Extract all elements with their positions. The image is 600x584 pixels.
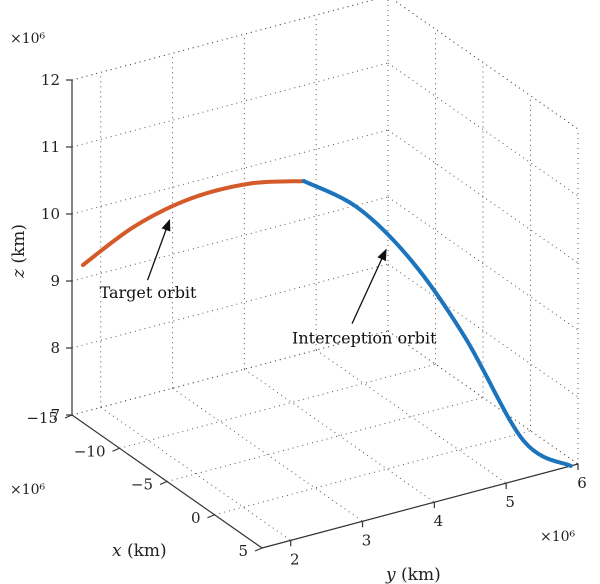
gridline-y-floor — [100, 406, 292, 541]
gridline-z-side — [387, 196, 579, 331]
series-line-target-orbit — [81, 179, 306, 267]
y-axis-line — [261, 463, 579, 549]
x-tick-label: 5 — [238, 542, 248, 560]
y-tick-label: 4 — [434, 512, 444, 530]
x-tick-mark — [159, 480, 168, 486]
gridline-x-floor — [119, 363, 436, 449]
gridline-z-side — [387, 62, 579, 197]
x-tick-mark — [112, 447, 120, 452]
z-axis-label-var: z — [9, 268, 29, 279]
x-tick-label: −10 — [74, 442, 106, 460]
x-axis-label: x (km) — [112, 541, 167, 561]
x-tick-label: −15 — [26, 409, 58, 427]
y-tick-label: 2 — [290, 550, 300, 568]
z-tick-label: 10 — [41, 205, 60, 223]
axes — [64, 79, 579, 552]
annotation-label: Target orbit — [100, 283, 197, 302]
annotations: Target orbit Interception orbit — [100, 219, 437, 348]
x-tick-label: 0 — [191, 509, 201, 527]
y-tick-label: 3 — [362, 531, 372, 549]
x-tick-mark — [207, 514, 215, 519]
y-tick-label: 6 — [577, 474, 587, 492]
y-axis-scale-label: ×10⁶ — [540, 529, 576, 545]
z-tick-label: 12 — [41, 71, 60, 89]
x-tick-label: −5 — [131, 476, 153, 494]
annotation-arrow — [146, 219, 171, 281]
y-axis-label-unit: (km) — [396, 565, 441, 584]
grid — [71, 0, 579, 549]
y-tick-label: 5 — [505, 493, 515, 511]
gridline-z-back — [71, 0, 375, 81]
z-axis-scale-label: ×10⁶ — [10, 31, 46, 47]
z-tick-label: 8 — [50, 339, 60, 357]
z-tick-label: 9 — [50, 272, 60, 290]
x-axis-label-unit: (km) — [122, 541, 167, 561]
x-tick-mark — [64, 414, 73, 419]
gridline-y-floor — [172, 387, 363, 522]
z-tick-label: 11 — [41, 138, 60, 156]
annotation-label: Interception orbit — [292, 329, 437, 348]
z-tick-label: 7 — [50, 406, 60, 424]
gridline-x-floor — [166, 397, 484, 482]
gridline-z-side — [392, 0, 579, 130]
gridline-y-floor — [315, 349, 507, 484]
y-axis-label-var: y — [385, 565, 396, 584]
annotation-arrow — [351, 248, 387, 324]
z-axis-label: z (km) — [9, 224, 29, 279]
y-axis-label: y (km) — [385, 565, 441, 584]
gridline-z-side — [387, 263, 579, 398]
box-edge-top-back — [71, 0, 375, 81]
x-axis-label-var: x — [112, 541, 122, 561]
x-tick-mark — [254, 547, 263, 552]
gridline-y-floor — [244, 368, 435, 503]
series — [81, 179, 573, 468]
gridline-x-floor — [214, 430, 531, 516]
box-edge-top-side — [392, 0, 579, 130]
series-line-interception-orbit — [301, 179, 573, 468]
x-axis-scale-label: ×10⁶ — [10, 482, 46, 498]
gridline-z-back — [71, 62, 389, 148]
z-axis-label-unit: (km) — [9, 224, 29, 269]
tick-labels: 7 8 9 10 11 12 −15 −10 −5 0 5 2 3 4 5 6 — [26, 71, 586, 568]
gridline-z-back — [71, 129, 389, 215]
